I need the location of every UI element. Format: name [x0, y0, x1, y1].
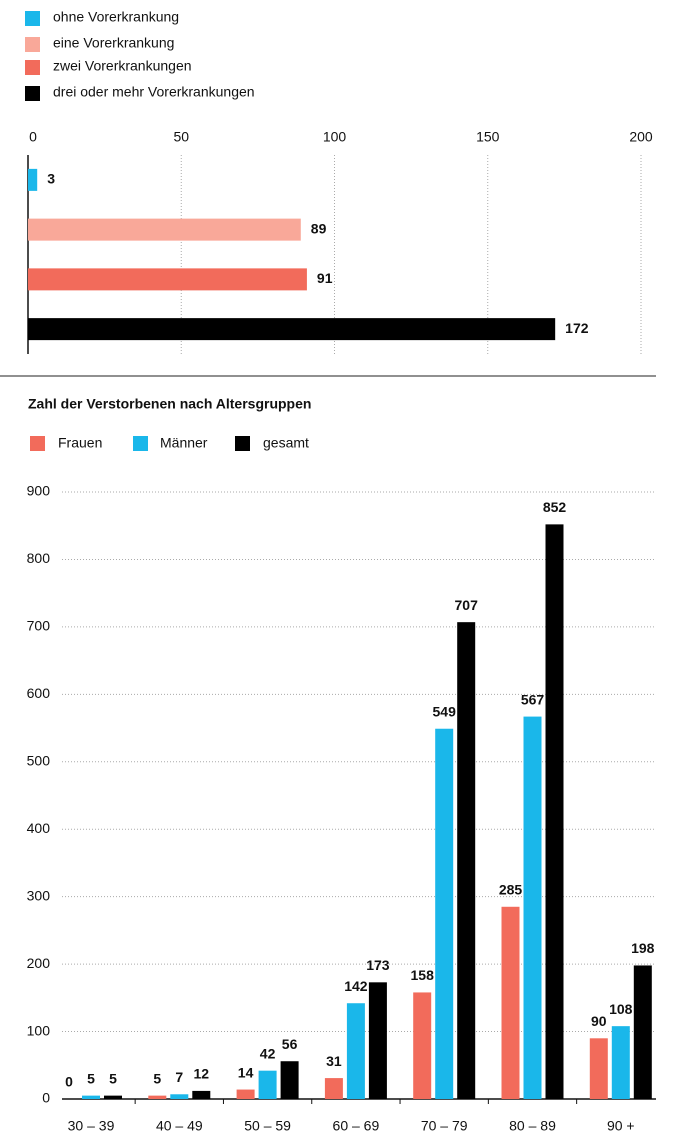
bar [192, 1090, 211, 1099]
value-label: 56 [282, 1036, 298, 1052]
legend-swatch [25, 11, 40, 26]
value-label: 707 [455, 597, 479, 613]
x-tick-label: 100 [323, 129, 347, 145]
value-label: 5 [153, 1070, 161, 1086]
chart-title: Zahl der Verstorbenen nach Altersgruppen [28, 396, 311, 412]
bar [104, 1095, 122, 1099]
bar [28, 218, 301, 241]
value-label: 852 [543, 499, 567, 515]
legend-swatch [235, 436, 250, 451]
legend-swatch [133, 436, 148, 451]
legend-label: Männer [160, 435, 208, 451]
value-label: 89 [311, 220, 327, 236]
legend-label: eine Vorerkrankung [53, 35, 174, 51]
bar [611, 1026, 630, 1099]
y-tick-label: 100 [27, 1022, 51, 1038]
x-tick-label: 50 [173, 129, 189, 145]
bar [368, 982, 387, 1099]
x-tick-label: 50 – 59 [244, 1118, 291, 1134]
bar [258, 1070, 277, 1099]
bar [28, 268, 307, 291]
bar [457, 622, 476, 1099]
y-tick-label: 0 [42, 1090, 50, 1106]
x-tick-label: 40 – 49 [156, 1118, 203, 1134]
bar [148, 1095, 167, 1099]
value-label: 12 [194, 1066, 210, 1082]
value-label: 5 [109, 1070, 117, 1086]
value-label: 14 [238, 1064, 254, 1080]
bar [523, 716, 542, 1099]
legend-label: drei oder mehr Vorerkrankungen [53, 84, 255, 100]
value-label: 142 [344, 978, 368, 994]
value-label: 172 [565, 320, 589, 336]
x-tick-label: 60 – 69 [333, 1118, 380, 1134]
bar [324, 1078, 343, 1099]
y-tick-label: 600 [27, 685, 51, 701]
bar [346, 1003, 365, 1099]
legend-swatch [25, 37, 40, 52]
legend-swatch [25, 86, 40, 101]
bar [28, 168, 38, 191]
y-tick-label: 500 [27, 752, 51, 768]
bar [280, 1061, 299, 1099]
x-tick-label: 150 [476, 129, 500, 145]
value-label: 91 [317, 270, 333, 286]
x-tick-label: 0 [29, 129, 37, 145]
y-tick-label: 400 [27, 820, 51, 836]
value-label: 7 [175, 1069, 183, 1085]
bar [633, 965, 652, 1099]
legend-label: zwei Vorerkrankungen [53, 58, 192, 74]
legend-swatch [25, 60, 40, 75]
y-tick-label: 800 [27, 550, 51, 566]
value-label: 567 [521, 691, 545, 707]
x-tick-label: 30 – 39 [68, 1118, 115, 1134]
bar [413, 992, 432, 1099]
value-label: 173 [366, 957, 390, 973]
y-tick-label: 900 [27, 483, 51, 499]
legend-swatch [30, 436, 45, 451]
bar [501, 906, 520, 1099]
value-label: 42 [260, 1045, 276, 1061]
legend-label: gesamt [263, 435, 309, 451]
bar [170, 1094, 189, 1099]
bar [236, 1089, 255, 1099]
x-tick-label: 200 [629, 129, 653, 145]
value-label: 90 [591, 1013, 607, 1029]
value-label: 31 [326, 1053, 342, 1069]
value-label: 108 [609, 1001, 633, 1017]
bar [82, 1095, 100, 1099]
legend-label: ohne Vorerkrankung [53, 9, 179, 25]
bar [28, 318, 556, 341]
x-tick-label: 90 + [607, 1118, 635, 1134]
value-label: 285 [499, 881, 523, 897]
y-tick-label: 700 [27, 618, 51, 634]
y-tick-label: 200 [27, 955, 51, 971]
value-label: 3 [47, 171, 55, 187]
y-tick-label: 300 [27, 887, 51, 903]
value-label: 5 [87, 1070, 95, 1086]
legend-label: Frauen [58, 435, 102, 451]
bar [589, 1038, 608, 1099]
value-label: 0 [65, 1074, 73, 1090]
value-label: 158 [411, 967, 435, 983]
x-tick-label: 80 – 89 [509, 1118, 556, 1134]
value-label: 198 [631, 940, 655, 956]
bar [435, 728, 454, 1099]
value-label: 549 [433, 703, 457, 719]
bar [545, 524, 564, 1099]
x-tick-label: 70 – 79 [421, 1118, 468, 1134]
